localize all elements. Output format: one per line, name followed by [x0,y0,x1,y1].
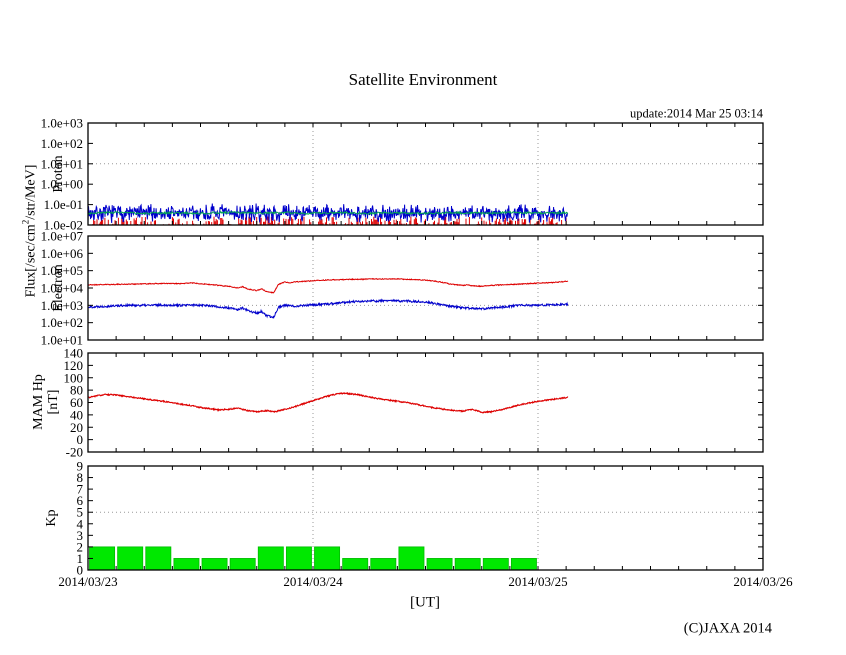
panel-frame [87,352,764,453]
update-timestamp: update:2014 Mar 25 03:14 [630,106,763,121]
ytick-label: 1 [77,551,84,566]
page-title: Satellite Environment [348,70,498,89]
ytick-label: 1.0e+01 [41,156,83,171]
xtick-date-label: 2014/03/24 [283,574,343,589]
ytick-label: 1.0e+03 [41,116,83,131]
ytick-label: 100 [64,370,84,385]
ytick-label: 1.0e+01 [41,333,83,348]
ytick-label: 6 [77,493,84,508]
kp-bar [426,558,453,571]
kp-bar [145,546,172,571]
ytick-label: 5 [77,505,84,520]
ytick-label: 1.0e+00 [41,177,83,192]
kp-bar [117,546,144,571]
ytick-label: 0 [77,432,84,447]
ytick-label: 1.0e-01 [44,197,83,212]
ytick-label: 1.0e+02 [41,136,83,151]
xtick-date-label: 2014/03/23 [58,574,117,589]
ytick-label: 1.0e+07 [41,229,84,244]
series-electron-high-energy-blue [87,298,569,319]
kp-bar [257,546,284,571]
kp-bar [89,546,116,571]
ytick-label: 0 [77,563,84,578]
ytick-label: 1.0e+04 [41,281,84,296]
ytick-label: 1.0e+03 [41,298,83,313]
ytick-label: 1.0e+06 [41,246,84,261]
kp-bar [398,546,425,571]
panel-frame [87,465,764,571]
kp-bar [201,558,228,571]
ytick-label: 1.0e-02 [44,218,83,233]
kp-bar [510,558,537,571]
ytick-label: 20 [70,420,83,435]
series-proton-low-energy-blue [87,203,568,224]
panel-frame [87,235,764,341]
series-electron-low-energy-red [88,277,569,294]
kp-bar [370,558,397,571]
kp-bar [482,558,509,571]
ytick-label: 3 [77,528,84,543]
panel-electron: 1.0e+07 1.0e+06 1.0e+05 1.0e+04 1.0e+03 1.0e+… [41,229,764,348]
series-proton-mid-energy-green [87,210,569,216]
ytick-label: 60 [70,395,83,410]
ytick-label: 9 [77,459,84,474]
ytick-label: 40 [70,407,83,422]
kp-bar [285,546,312,571]
ytick-label: 8 [77,470,84,485]
ytick-label: 120 [64,358,84,373]
panel-proton: 1.0e+03 1.0e+02 1.0e+01 1.0e+00 1.0e-01 1.0e-… [41,116,764,233]
kp-bar [229,558,256,571]
xtick-date-label: 2014/03/25 [508,574,567,589]
ytick-label: 80 [70,383,83,398]
ytick-label: 1.0e+05 [41,263,83,278]
kp-bar [342,558,369,571]
x-axis-unit-label: [UT] [410,594,440,611]
ytick-label: -20 [66,445,83,460]
ytick-label: 140 [64,346,84,361]
ytick-label: 1.0e+02 [41,315,83,330]
kp-bar [454,558,481,571]
series-mam-hp-red [87,391,569,414]
ytick-label: 4 [77,516,84,531]
copyright-text: (C)JAXA 2014 [683,620,772,637]
kp-bar [173,558,200,571]
ytick-label: 7 [77,482,84,497]
kp-bar [314,546,341,571]
xtick-date-label: 2014/03/26 [733,574,793,589]
ytick-label: 2 [77,539,84,554]
